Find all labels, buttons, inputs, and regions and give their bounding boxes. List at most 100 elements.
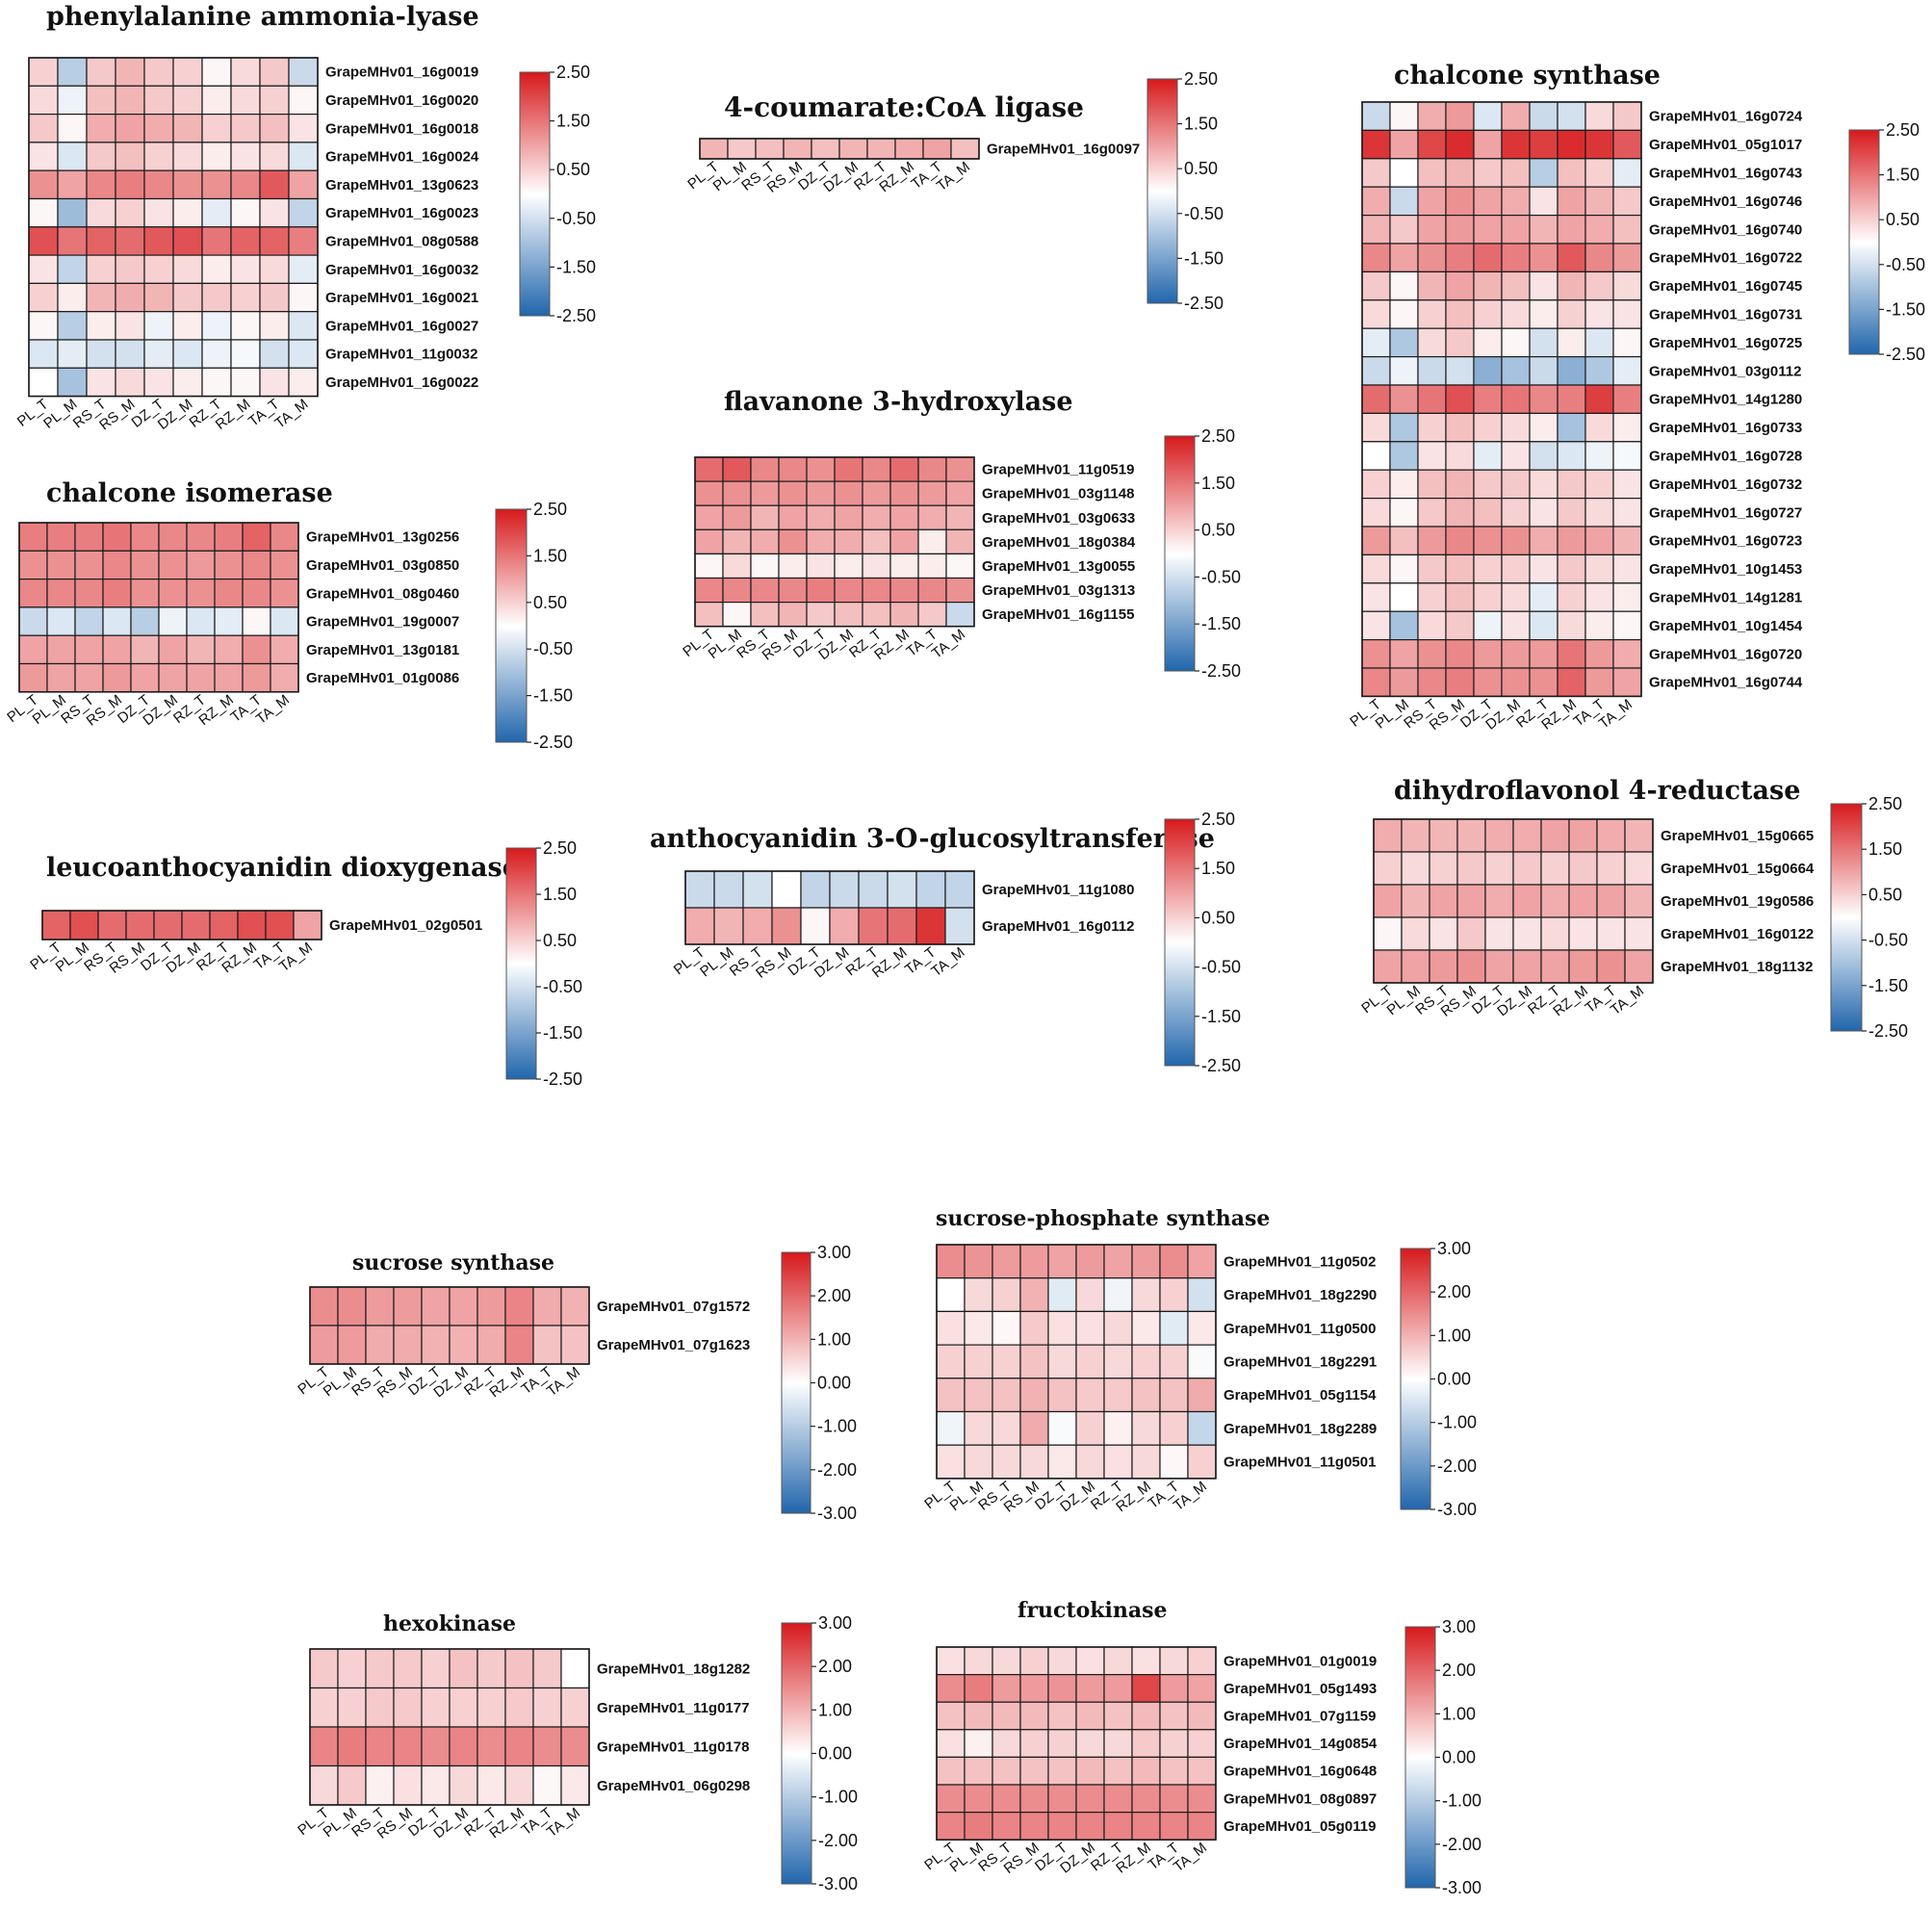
heatmap-cell — [889, 528, 919, 554]
heatmap-cell — [1529, 441, 1558, 471]
heatmap-cell — [115, 169, 145, 200]
heatmap-cell — [130, 550, 160, 580]
gene-label: GrapeMHv01_16g0023 — [325, 205, 478, 221]
heatmap-cell — [1019, 1729, 1049, 1759]
heatmap-cell — [1361, 582, 1391, 612]
scale-tick-label: -3.00 — [817, 1504, 857, 1523]
heatmap-cell — [1501, 554, 1531, 584]
heatmap-cell — [1361, 610, 1391, 641]
heatmap-cell — [57, 85, 88, 116]
heatmap-cell — [270, 550, 299, 580]
heatmap-cell — [917, 553, 947, 580]
heatmap-cell — [1401, 916, 1430, 951]
heatmap-cell — [259, 142, 290, 171]
heatmap-cell — [1131, 1310, 1161, 1346]
heatmap-border — [1361, 101, 1642, 698]
heatmap-cell — [1075, 1729, 1105, 1759]
heatmap-cell — [1373, 884, 1403, 918]
heatmap-cell — [1612, 526, 1642, 555]
gene-label: GrapeMHv01_16g0724 — [1649, 109, 1803, 125]
heatmap-cell — [755, 138, 785, 160]
heatmap-cell — [1584, 610, 1614, 641]
heatmap-cell — [1389, 582, 1419, 612]
heatmap-cell — [1019, 1444, 1049, 1480]
heatmap-cell — [694, 553, 724, 580]
heatmap-cell — [992, 1277, 1021, 1312]
heatmap-cell — [1584, 158, 1614, 188]
heatmap-cell — [1131, 1344, 1161, 1379]
heatmap-cell — [889, 456, 919, 482]
scale-tick-label: 0.50 — [533, 593, 567, 612]
heatmap-cell — [1159, 1244, 1189, 1279]
scale-tick-label: -2.00 — [818, 1831, 858, 1850]
heatmap-cell — [915, 870, 946, 909]
heatmap-cell — [18, 550, 48, 580]
heatmap-cell — [1512, 916, 1542, 951]
heatmap-cell — [242, 522, 271, 552]
heatmap-cell — [393, 1286, 423, 1326]
heatmap-cell — [288, 254, 319, 285]
heatmap-cell — [57, 57, 88, 87]
heatmap-cell — [1417, 270, 1447, 301]
column-label: TA_M — [544, 1805, 583, 1841]
heatmap-cell — [421, 1764, 451, 1806]
heatmap-cell — [936, 1811, 966, 1841]
gene-label: GrapeMHv01_03g1313 — [982, 582, 1135, 599]
heatmap-cell — [1361, 667, 1391, 697]
gene-label: GrapeMHv01_16g0027 — [325, 318, 478, 334]
heatmap-cell — [288, 367, 319, 398]
heatmap-border — [699, 138, 980, 160]
heatmap-cell — [750, 504, 780, 530]
heatmap-cell — [1473, 469, 1503, 500]
heatmap-cell — [834, 553, 863, 580]
heatmap-cell — [1417, 582, 1447, 612]
gene-label: GrapeMHv01_16g0723 — [1649, 533, 1802, 550]
heatmap-cell — [172, 339, 203, 369]
heatmap-cell — [1612, 129, 1642, 160]
heatmap-cell — [102, 634, 132, 665]
heatmap-cell — [560, 1687, 590, 1728]
heatmap-cell — [172, 282, 203, 313]
heatmap-cell — [201, 113, 232, 143]
heatmap-cell — [201, 282, 232, 313]
heatmap-cell — [778, 528, 808, 554]
heatmap-cell — [1584, 469, 1614, 500]
heatmap-cell — [1612, 638, 1642, 669]
heatmap-cell — [1557, 299, 1586, 329]
scale-tick-label: 2.00 — [1442, 1661, 1476, 1680]
heatmap-cell — [1596, 884, 1626, 918]
scale-tick-label: 0.50 — [1868, 885, 1902, 904]
heatmap-panel: sucrose synthase GrapeMHv01_07g1572 GrapeM… — [295, 1243, 857, 1523]
gene-label: GrapeMHv01_16g0020 — [325, 92, 478, 109]
heatmap-cell — [1159, 1277, 1189, 1312]
heatmap-cell — [992, 1673, 1021, 1703]
heatmap-cell — [1456, 884, 1486, 918]
heatmap-cell — [1075, 1344, 1105, 1379]
scale-tick-label: 0.00 — [1437, 1370, 1471, 1389]
heatmap-cell — [1501, 610, 1531, 641]
gene-label: GrapeMHv01_03g1148 — [982, 486, 1134, 502]
heatmap-cell — [158, 578, 188, 608]
heatmap-cell — [1187, 1344, 1217, 1379]
heatmap-border — [309, 1286, 590, 1365]
heatmap-cell — [950, 138, 980, 160]
heatmap-cell — [143, 311, 174, 341]
scale-tick-label: 1.00 — [1437, 1326, 1471, 1345]
scale-tick-label: -2.50 — [1184, 294, 1224, 313]
heatmap-panel: anthocyanidin 3-O-glucosyltransferase Gra… — [650, 810, 1241, 1075]
heatmap-border — [41, 910, 322, 940]
heatmap-cell — [1187, 1701, 1217, 1731]
heatmap-cell — [1389, 356, 1419, 386]
heatmap-cell — [201, 226, 232, 256]
heatmap-cell — [1540, 818, 1570, 853]
heatmap-cell — [421, 1286, 451, 1326]
scale-tick-label: -1.50 — [543, 1023, 582, 1043]
heatmap-cell — [1612, 412, 1642, 443]
heatmap-cell — [922, 138, 952, 160]
heatmap-cell — [1417, 101, 1447, 131]
heatmap-cell — [1389, 299, 1419, 329]
heatmap-cell — [1473, 582, 1503, 612]
heatmap-cell — [1624, 949, 1654, 984]
heatmap-cell — [270, 606, 299, 636]
heatmap-cell — [57, 367, 88, 398]
